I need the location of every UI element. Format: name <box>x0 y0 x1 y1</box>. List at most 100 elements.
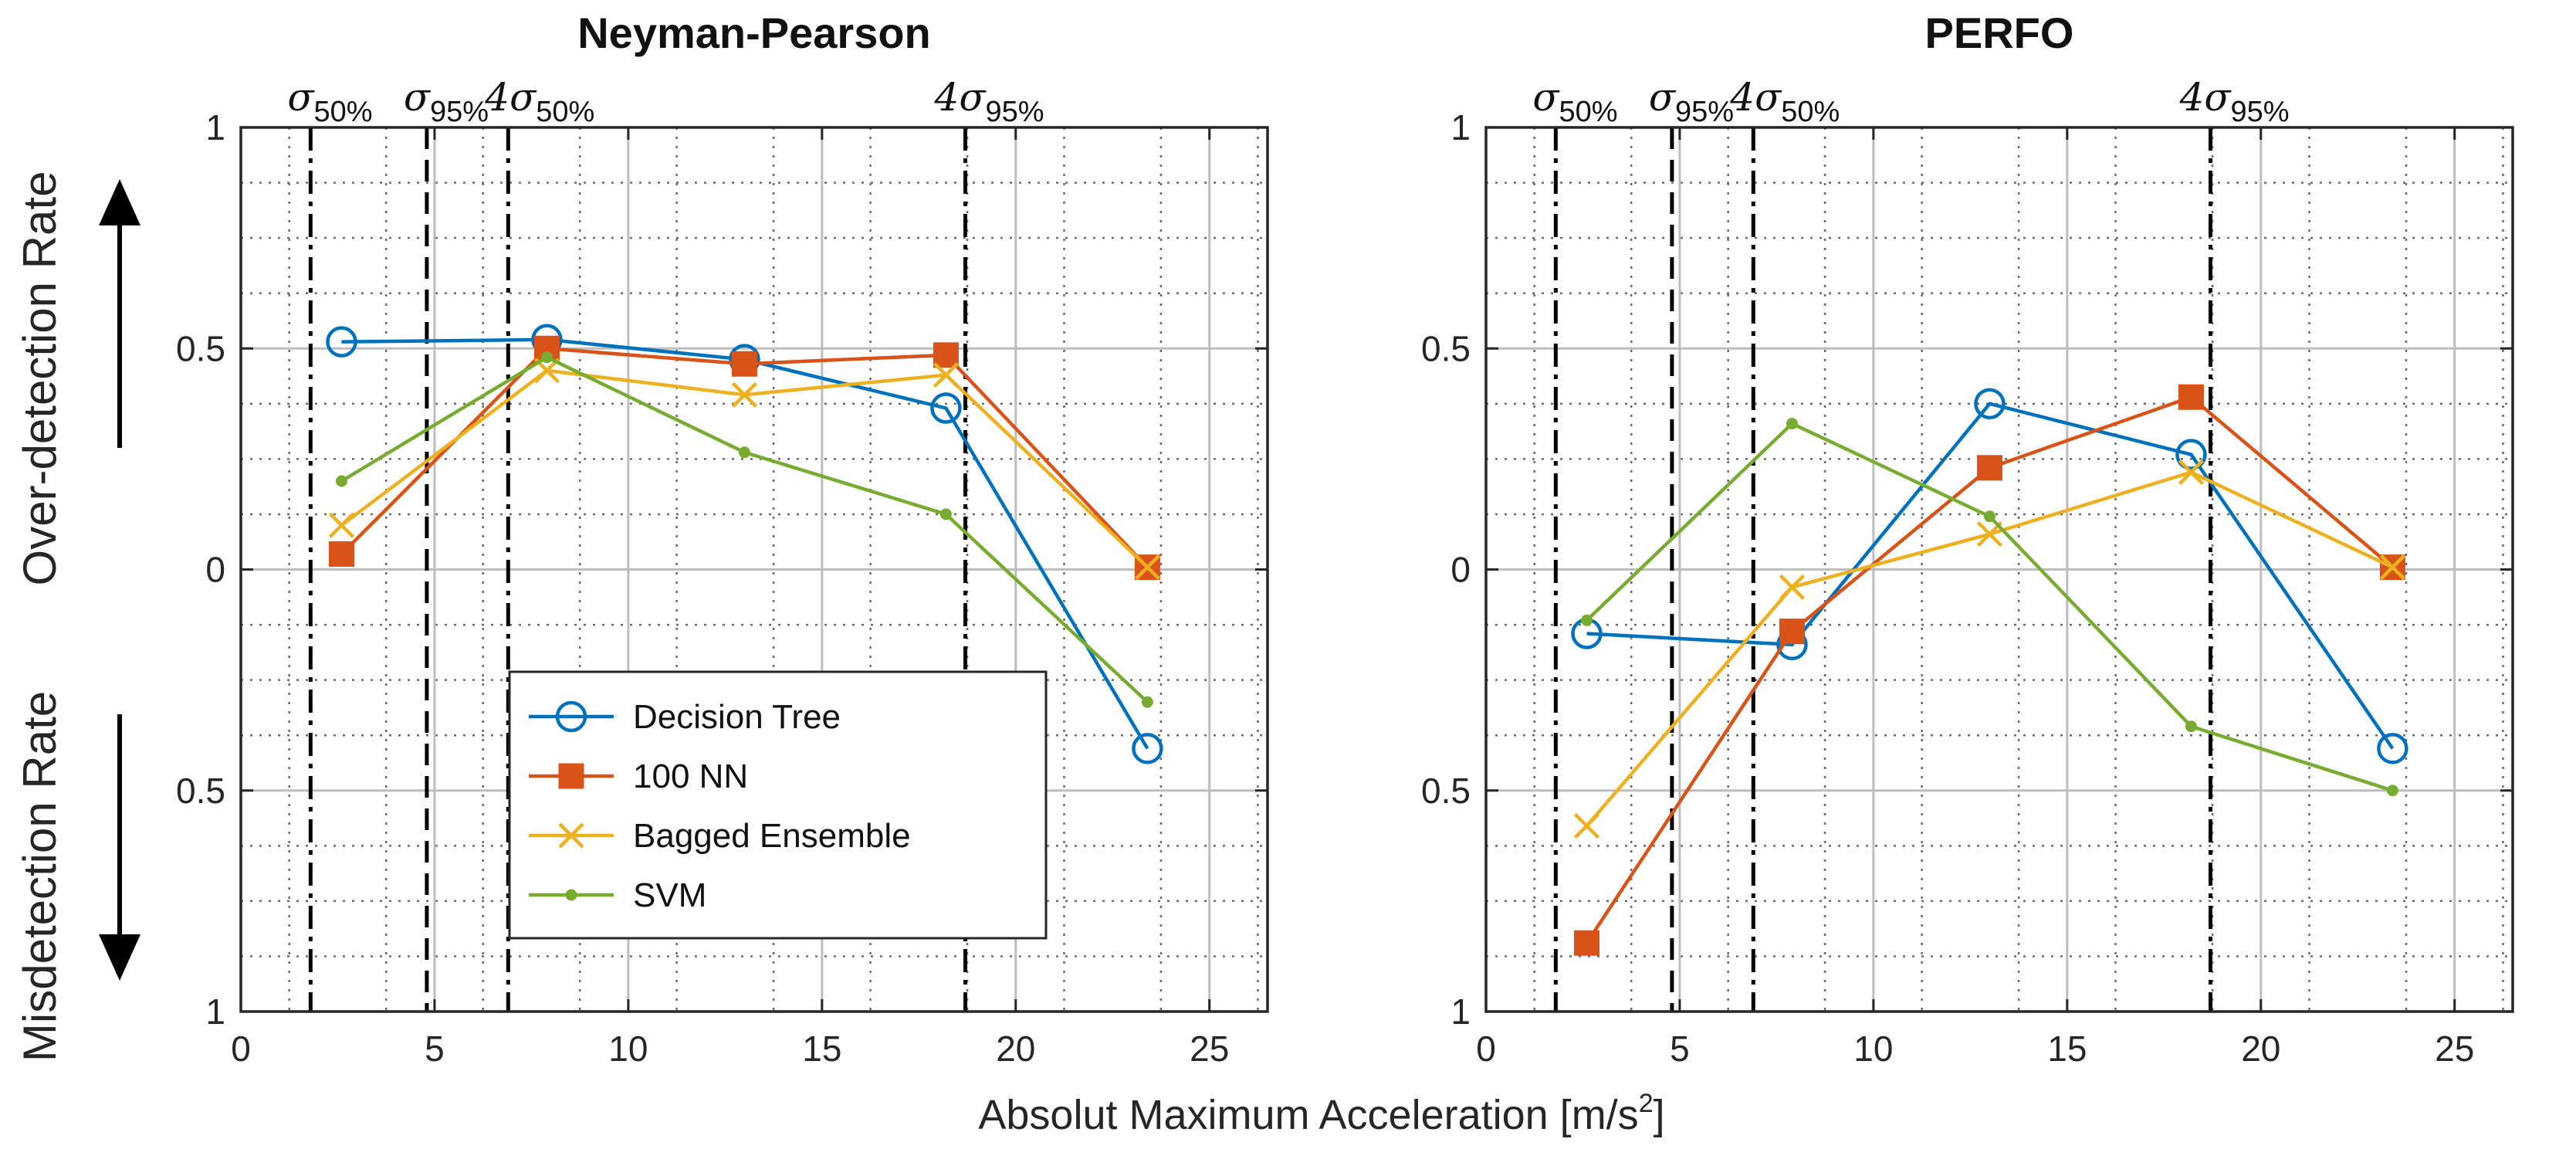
threshold-label: 4σ50% <box>1729 75 1840 128</box>
x-axis-label: Absolut Maximum Acceleration [m/s2] <box>978 1089 1664 1138</box>
data-point <box>2386 785 2398 797</box>
legend-swatch-marker <box>558 822 584 849</box>
y-tick-label: 1 <box>205 107 225 147</box>
data-point <box>328 541 354 567</box>
ticks: 0 5 10 15 20 25 1 0.5 0 0.5 1 <box>176 107 1268 1069</box>
legend-item: Decision Tree <box>529 698 841 736</box>
threshold-subscript: 95% <box>985 96 1044 128</box>
y-tick-label: 0.5 <box>176 771 225 811</box>
threshold-symbol: 4σ <box>934 75 987 120</box>
threshold-symbol: 4σ <box>2179 75 2232 120</box>
grid <box>1486 127 2513 1012</box>
y-tick-label: 0 <box>205 550 225 590</box>
x-tick-label: 0 <box>1476 1029 1496 1069</box>
over-detection-arrow <box>99 179 140 448</box>
y-tick-label: 0 <box>1450 550 1471 590</box>
misdetection-arrow <box>99 714 140 981</box>
data-point <box>1786 418 1798 430</box>
legend: Decision Tree 100 NN Bagged Ensemble SVM <box>508 670 1048 940</box>
data-point <box>326 326 357 358</box>
data-point <box>933 342 959 368</box>
data-point <box>335 475 347 487</box>
x-tick-label: 15 <box>802 1029 841 1069</box>
threshold-label: 4σ95% <box>934 75 1044 128</box>
data-point <box>731 351 757 377</box>
legend-item: Bagged Ensemble <box>529 817 911 855</box>
legend-item: 100 NN <box>529 758 748 795</box>
data-point <box>1779 574 1806 600</box>
legend-swatch-marker <box>555 700 587 733</box>
threshold-label: σ50% <box>1532 75 1617 128</box>
y-tick-label: 1 <box>205 991 225 1032</box>
y-tick-label: 0.5 <box>176 328 225 368</box>
legend-label: Bagged Ensemble <box>633 817 911 855</box>
data-point <box>2379 554 2406 581</box>
data-point <box>1573 930 1599 956</box>
x-axis-label-main: Absolut Maximum Acceleration [m/s <box>978 1092 1638 1138</box>
x-tick-label: 10 <box>608 1029 648 1069</box>
y-tick-label: 0.5 <box>1421 771 1471 811</box>
series-svm <box>1580 418 2398 797</box>
threshold-subscript: 95% <box>1675 96 1734 128</box>
thresholds: σ50% σ95%4σ50% 4σ95% <box>1532 75 2290 1012</box>
data-point <box>930 392 962 424</box>
data-point <box>2185 720 2197 733</box>
data-point <box>540 351 553 364</box>
ticks: 0 5 10 15 20 25 1 0.5 0 0.5 1 <box>1421 107 2513 1069</box>
series-decision-tree <box>1571 388 2408 764</box>
data-point <box>2175 439 2207 470</box>
chart-title: PERFO <box>1925 8 2074 57</box>
misdetection-label: Misdetection Rate <box>14 691 66 1062</box>
x-tick-label: 25 <box>1190 1029 1229 1069</box>
x-tick-label: 10 <box>1853 1029 1893 1069</box>
plots: σ50% σ95%4σ50% 4σ95%0 5 10 15 20 2510.500.51Ney… <box>176 8 2514 1069</box>
threshold-symbol: 4σ <box>1729 75 1782 120</box>
threshold-label: 4σ50% <box>484 75 594 128</box>
data-point <box>1580 614 1593 626</box>
data-point <box>2377 733 2408 764</box>
plot-2: σ50% σ95%4σ50% 4σ95%0 5 10 15 20 2510.500.51PER… <box>1421 8 2514 1069</box>
threshold-symbol: σ <box>1532 75 1560 120</box>
data-point <box>1974 388 2006 420</box>
data-point <box>738 446 750 459</box>
x-axis-label-sup: 2 <box>1639 1089 1654 1118</box>
threshold-label: σ95% <box>1649 75 1734 128</box>
threshold-subscript: 50% <box>1781 96 1840 128</box>
x-axis-label-end: ] <box>1654 1092 1665 1138</box>
data-point <box>2178 459 2205 486</box>
data-point <box>1132 733 1163 764</box>
x-tick-label: 20 <box>996 1029 1035 1069</box>
series-bagged-ensemble <box>1573 459 2406 839</box>
legend-label: 100 NN <box>633 758 748 795</box>
threshold-label: σ50% <box>287 75 372 128</box>
legend-label: Decision Tree <box>633 698 841 736</box>
y-tick-label: 1 <box>1450 107 1471 147</box>
x-tick-label: 25 <box>2435 1029 2474 1069</box>
x-tick-label: 5 <box>1670 1029 1690 1069</box>
y-tick-label: 1 <box>1450 991 1471 1032</box>
x-tick-label: 20 <box>2241 1029 2280 1069</box>
threshold-subscript: 50% <box>536 96 594 128</box>
data-point <box>2178 384 2204 410</box>
threshold-subscript: 50% <box>1559 96 1617 128</box>
threshold-symbol: σ <box>1649 75 1677 120</box>
data-point <box>939 508 952 520</box>
x-tick-label: 15 <box>2047 1029 2087 1069</box>
series-100-nn <box>328 335 1160 581</box>
series-svm <box>335 351 1153 708</box>
series-bagged-ensemble <box>328 358 1161 581</box>
data-point <box>1976 455 2002 481</box>
threshold-label: 4σ95% <box>2179 75 2290 128</box>
legend-label: SVM <box>633 876 706 914</box>
threshold-symbol: 4σ <box>484 75 537 120</box>
data-point <box>1141 696 1153 708</box>
legend-item: SVM <box>529 876 706 914</box>
data-point <box>1573 812 1600 839</box>
legend-swatch-marker <box>565 889 577 901</box>
x-tick-label: 5 <box>425 1029 445 1069</box>
threshold-subscript: 50% <box>313 96 372 128</box>
y-tick-label: 0.5 <box>1421 328 1471 368</box>
over-detection-label: Over-detection Rate <box>14 171 66 586</box>
threshold-symbol: σ <box>287 75 315 120</box>
